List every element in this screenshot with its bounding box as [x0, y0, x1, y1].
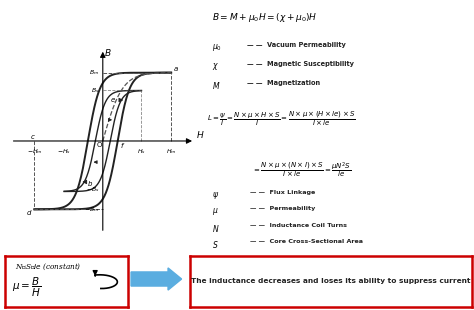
- Text: $N$: $N$: [212, 223, 219, 234]
- Text: $\mu = \dfrac{B}{H}$: $\mu = \dfrac{B}{H}$: [12, 276, 41, 299]
- Text: $\mu_0$: $\mu_0$: [212, 42, 222, 53]
- FancyArrow shape: [131, 268, 182, 290]
- Text: $\mu$: $\mu$: [212, 206, 219, 217]
- Text: c: c: [31, 134, 35, 140]
- Text: H: H: [196, 131, 203, 140]
- Text: $-B_s$: $-B_s$: [85, 186, 99, 194]
- Text: $H_m$: $H_m$: [166, 148, 176, 157]
- Text: — —  Magnetic Circuit Length: — — Magnetic Circuit Length: [250, 256, 356, 261]
- Text: $le$: $le$: [212, 256, 220, 267]
- Text: — —  Core Cross-Sectional Area: — — Core Cross-Sectional Area: [250, 239, 363, 244]
- Text: — —  Permeability: — — Permeability: [250, 206, 315, 211]
- Text: $-B_m$: $-B_m$: [84, 205, 99, 214]
- Text: N、S、$le$ (constant): N、S、$le$ (constant): [15, 262, 81, 272]
- Text: $B = M + \mu_0 H = (\chi + \mu_0)H$: $B = M + \mu_0 H = (\chi + \mu_0)H$: [212, 11, 317, 24]
- Text: d: d: [27, 210, 32, 216]
- Text: $\chi$: $\chi$: [212, 61, 219, 72]
- Text: The inductance decreases and loses its ability to suppress current: The inductance decreases and loses its a…: [191, 278, 470, 284]
- Text: b: b: [88, 181, 92, 187]
- Text: — —  Inductance Coil Turns: — — Inductance Coil Turns: [250, 223, 347, 228]
- Text: — —  Vacuum Permeability: — — Vacuum Permeability: [247, 42, 346, 48]
- Text: $L = \dfrac{\psi}{I} = \dfrac{N \times \mu \times H \times S}{I} = \dfrac{N \tim: $L = \dfrac{\psi}{I} = \dfrac{N \times \…: [207, 110, 355, 128]
- Text: a: a: [173, 66, 178, 72]
- Text: f: f: [120, 143, 123, 148]
- Text: $\psi$: $\psi$: [212, 190, 219, 201]
- Text: O: O: [96, 142, 101, 148]
- Text: $-H_s$: $-H_s$: [57, 148, 71, 157]
- Text: $B_m$: $B_m$: [89, 68, 99, 77]
- Text: — —  Magnetization: — — Magnetization: [247, 80, 320, 86]
- Text: $S$: $S$: [212, 239, 219, 250]
- Text: $-H_m$: $-H_m$: [27, 148, 42, 157]
- Text: $M$: $M$: [212, 80, 220, 91]
- Text: $= \dfrac{N \times \mu \times (N \times I) \times S}{I \times le} = \dfrac{\mu N: $= \dfrac{N \times \mu \times (N \times …: [253, 160, 352, 180]
- Text: e: e: [110, 97, 115, 103]
- Text: B: B: [105, 50, 111, 59]
- Text: — —  Flux Linkage: — — Flux Linkage: [250, 190, 315, 195]
- Text: $H_s$: $H_s$: [137, 148, 146, 157]
- Text: — —  Magnetic Susceptibility: — — Magnetic Susceptibility: [247, 61, 354, 67]
- Text: $B_s$: $B_s$: [91, 86, 99, 95]
